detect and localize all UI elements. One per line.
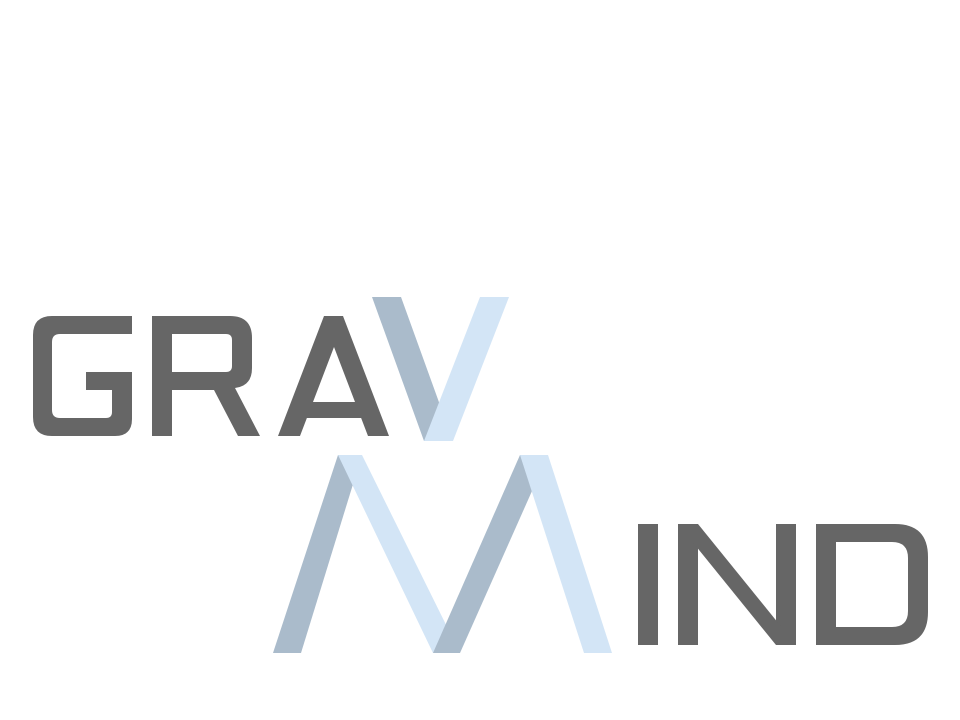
logo-letter-d xyxy=(816,524,928,645)
logo-letter-a xyxy=(278,316,389,436)
logo-letter-i xyxy=(638,524,658,645)
logo-letter-n xyxy=(678,524,796,645)
logo-letter-g xyxy=(33,316,132,436)
logo-letter-r xyxy=(152,316,260,436)
logo-letter-v xyxy=(372,297,509,441)
logo-letter-m xyxy=(273,455,612,653)
